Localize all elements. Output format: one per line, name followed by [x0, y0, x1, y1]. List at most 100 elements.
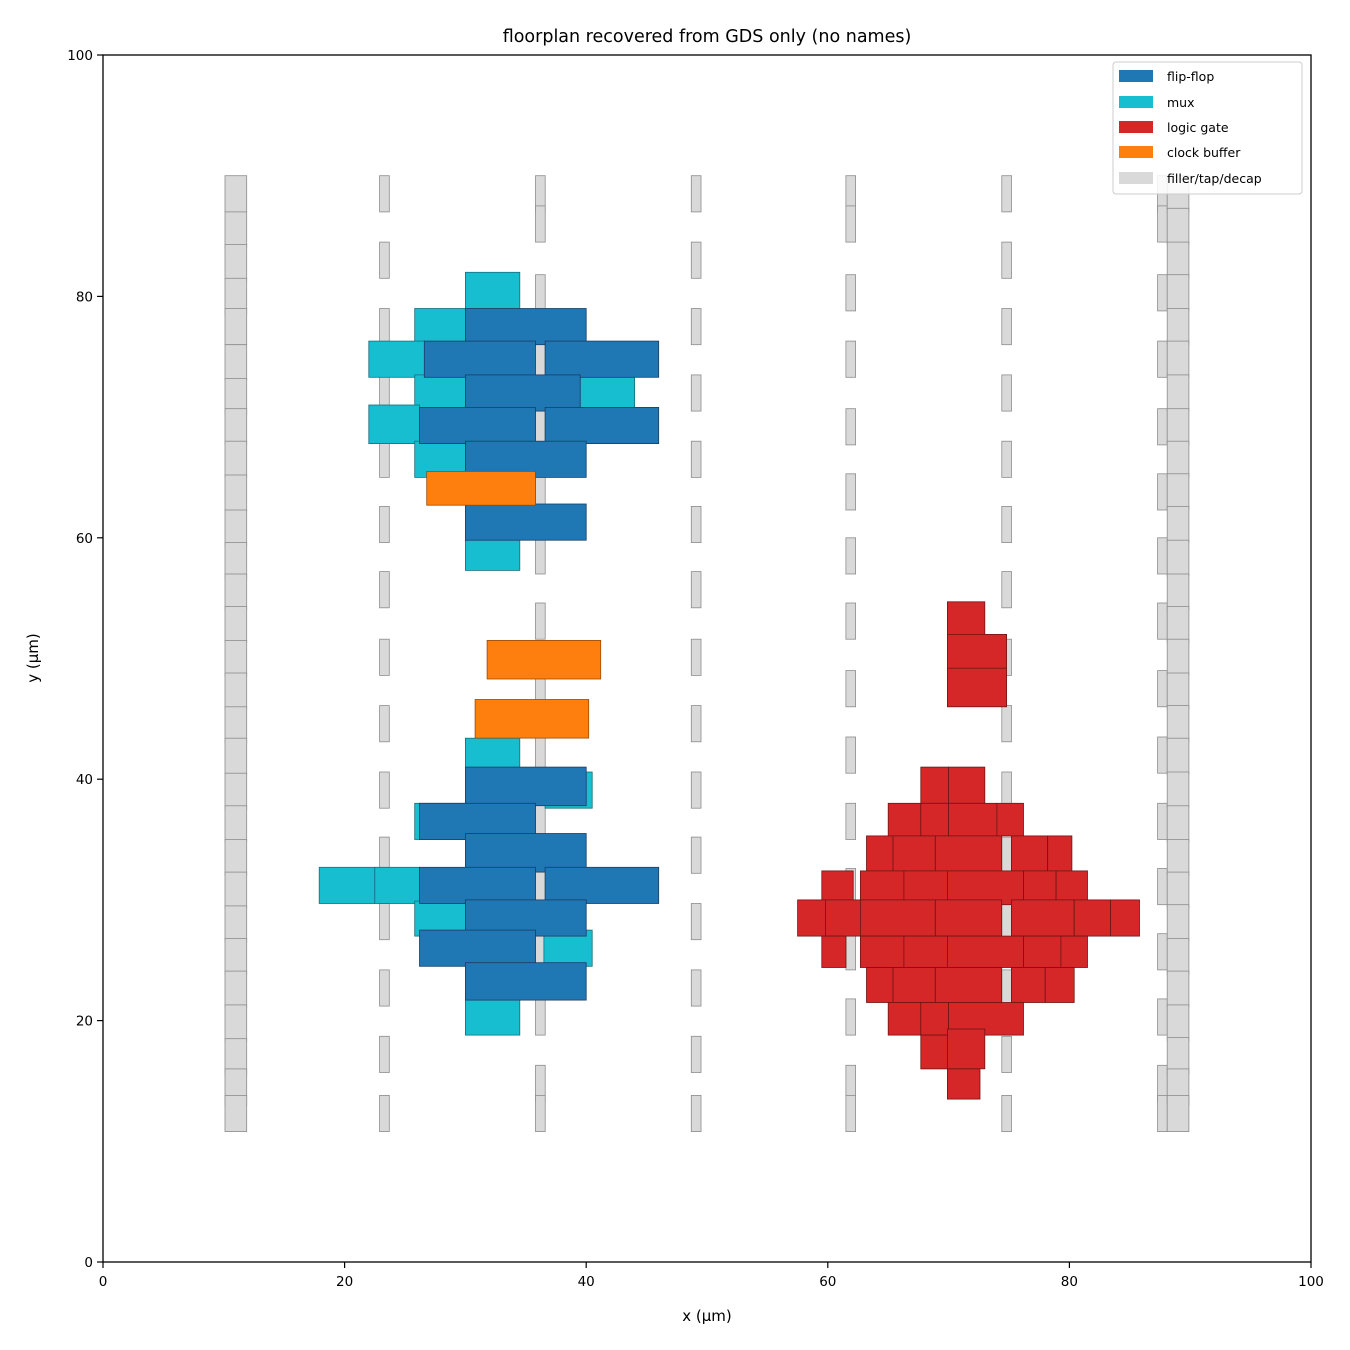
logic-gate-cell [866, 835, 894, 872]
filler-cell [1166, 1037, 1190, 1075]
filler-cell [845, 537, 857, 575]
filler-cell [1001, 440, 1012, 478]
filler-cell [535, 274, 546, 312]
filler-cell [379, 175, 390, 213]
clock-buffer-cell [474, 699, 590, 739]
filler-cell [1166, 573, 1190, 611]
filler-cell [845, 1095, 857, 1133]
logic-gate-cell [947, 935, 1024, 968]
y-tick-label: 40 [76, 772, 93, 788]
filler-cell [224, 1095, 248, 1133]
logic-gate-cell [996, 802, 1024, 837]
flip-flop-cell [464, 962, 587, 1001]
filler-cell [1166, 408, 1190, 446]
filler-cell [224, 805, 248, 843]
logic-gate-cell [934, 899, 1003, 937]
filler-cell [1166, 1004, 1190, 1042]
filler-cell [1157, 408, 1168, 446]
filler-cell [1166, 805, 1190, 843]
filler-cell [224, 542, 248, 580]
filler-cell [224, 344, 248, 382]
y-tick-label: 20 [76, 1014, 93, 1030]
logic-gate-cell [1023, 935, 1062, 968]
filler-cell [1157, 274, 1168, 312]
logic-gate-cell [797, 899, 826, 937]
x-tick-label: 20 [336, 1274, 353, 1290]
legend-swatch-logic-gate [1119, 121, 1153, 133]
filler-cell [379, 505, 390, 543]
logic-gate-cell [866, 967, 894, 1003]
filler-cell [845, 473, 857, 511]
filler-cell [845, 998, 857, 1036]
filler-cell [1157, 473, 1168, 511]
filler-cell [690, 175, 702, 213]
filler-cell [690, 241, 702, 279]
logic-gate-cell [887, 1002, 922, 1036]
legend-swatch-filler [1119, 172, 1153, 184]
logic-gate-cell [920, 1034, 948, 1070]
filler-cell [224, 244, 248, 282]
filler-cell [845, 602, 857, 640]
filler-cell [224, 308, 248, 346]
filler-cell [1001, 308, 1012, 346]
legend-swatch-clock-buffer [1119, 146, 1153, 158]
x-axis-label: x (µm) [682, 1307, 732, 1325]
y-tick-label: 60 [76, 531, 93, 547]
filler-cell [224, 1004, 248, 1042]
legend-label-mux: mux [1167, 95, 1195, 110]
filler-cell [1166, 839, 1190, 877]
logic-gate-cell [948, 766, 986, 804]
logic-gate-cell [934, 967, 1003, 1003]
x-tick-label: 80 [1061, 1274, 1078, 1290]
filler-cell [1166, 440, 1190, 478]
filler-cell [845, 670, 857, 708]
filler-cell [535, 205, 546, 243]
flip-flop-cell [419, 866, 536, 904]
filler-cell [224, 408, 248, 446]
filler-cell [1166, 606, 1190, 644]
y-tick-label: 0 [84, 1255, 93, 1271]
filler-cell [535, 998, 546, 1036]
mux-cell [374, 866, 420, 904]
filler-cell [1157, 736, 1168, 774]
filler-cell [690, 1035, 702, 1073]
logic-gate-cell [1044, 967, 1075, 1003]
legend-label-filler: filler/tap/decap [1167, 171, 1262, 186]
filler-cell [1157, 602, 1168, 640]
filler-cell [224, 640, 248, 678]
filler-cell [690, 1095, 702, 1133]
logic-gate-cell [920, 766, 949, 804]
filler-cell [1157, 205, 1168, 243]
legend-swatch-flip-flop [1119, 70, 1153, 82]
filler-cell [379, 571, 390, 609]
filler-cell [224, 905, 248, 943]
filler-cell [379, 638, 390, 676]
filler-cell [1166, 871, 1190, 909]
filler-cell [379, 969, 390, 1007]
logic-gate-cell [860, 935, 905, 968]
filler-cell [845, 408, 857, 446]
logic-gate-cell [1011, 967, 1046, 1003]
filler-cell [845, 274, 857, 312]
filler-cell [845, 340, 857, 378]
filler-cell [224, 706, 248, 744]
logic-gate-cell [892, 967, 936, 1003]
logic-gate-cell [947, 1068, 981, 1100]
filler-cell [1157, 670, 1168, 708]
filler-cell [224, 672, 248, 710]
filler-cell [1001, 903, 1012, 941]
legend-box [1112, 61, 1303, 195]
filler-cell [379, 308, 390, 346]
logic-gate-cell [1060, 935, 1088, 968]
flip-flop-cell [544, 406, 660, 444]
filler-cell [690, 571, 702, 609]
filler-cell [535, 537, 546, 575]
filler-cell [224, 211, 248, 249]
filler-cell [1001, 241, 1012, 279]
chart-title: floorplan recovered from GDS only (no na… [503, 27, 912, 47]
filler-cell [379, 1035, 390, 1073]
legend-label-flip-flop: flip-flop [1167, 69, 1214, 84]
filler-cell [224, 509, 248, 547]
filler-cell [690, 969, 702, 1007]
